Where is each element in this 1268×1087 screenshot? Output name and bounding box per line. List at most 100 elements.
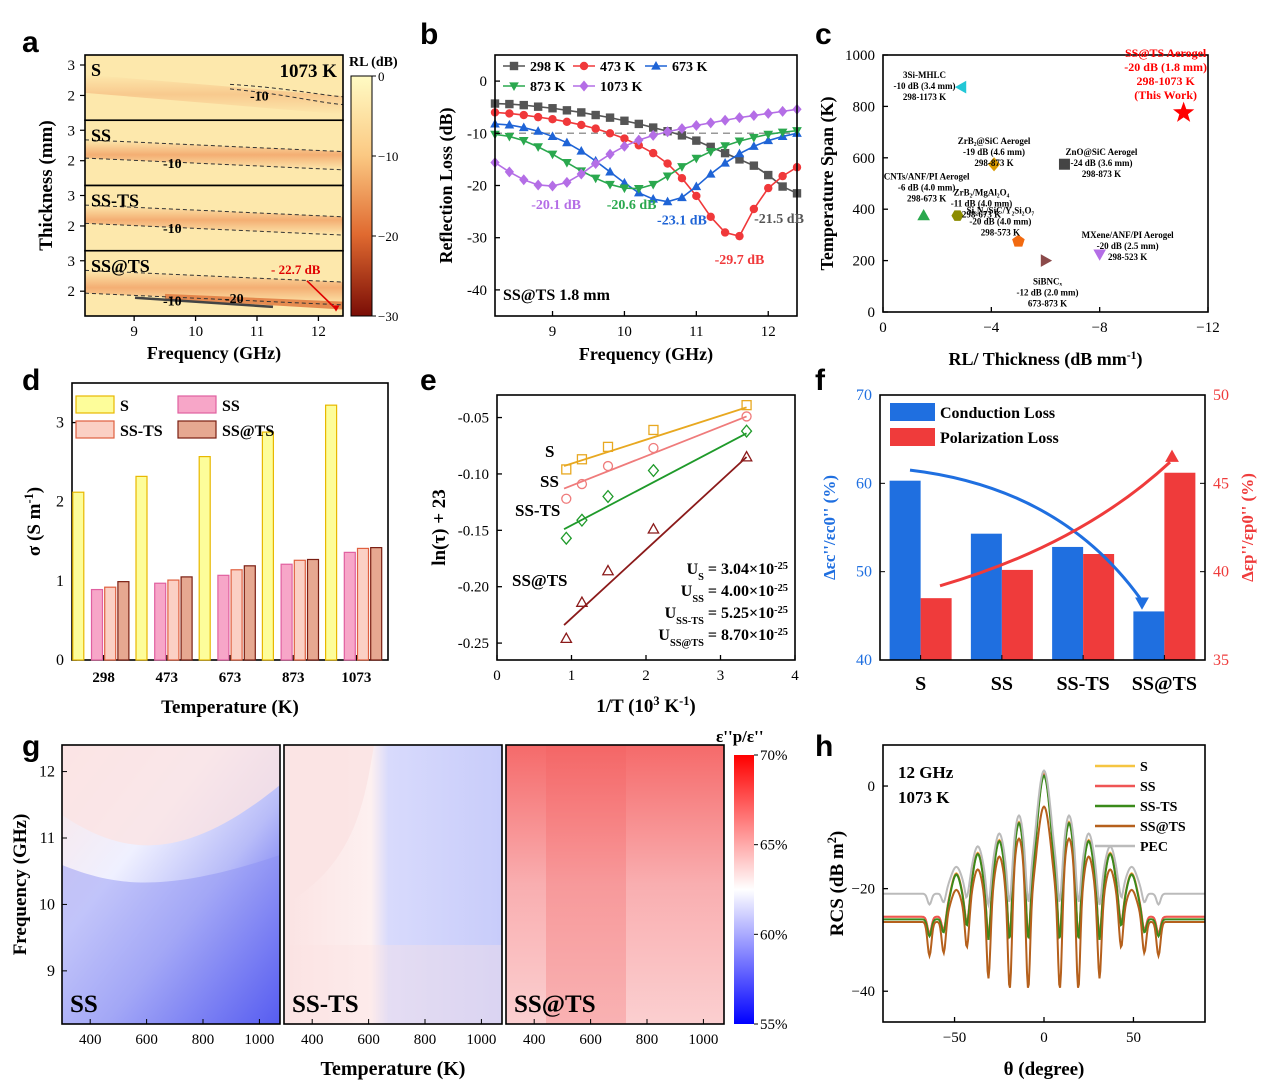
data-point [677,123,687,135]
point-label: ZrB₂@SiC Aerogel [958,136,1031,146]
data-point [576,454,588,465]
y-tick-label: -40 [467,283,487,299]
legend-label: SS@TS [1140,820,1186,835]
peak-label: -20.6 dB [607,198,657,213]
y-tick-label: 0 [480,74,488,90]
legend-label: Conduction Loss [940,405,1055,422]
series-s [561,399,752,475]
text-span: ) [689,696,695,717]
y-tick-label: 800 [853,99,876,115]
data-point [619,184,630,194]
data-point [691,154,702,164]
x-tick-label: 600 [579,1032,602,1048]
x-tick-label: 9 [549,324,557,340]
y-tick-label: 12 [39,764,55,781]
data-point [562,117,572,127]
point-label: 673-873 K [1028,299,1067,309]
y-tick-label: 0 [56,652,64,669]
x-tick-label: 800 [192,1032,215,1048]
data-point [763,108,773,119]
panel-h-rcs: −50 0 50 0 −20 −40 θ (degree) RCS (dB m2) 12 GHz… [825,744,1206,1080]
x-tick-label: 9 [130,324,138,340]
series-label: SS-TS [515,501,560,520]
data-point [917,209,930,221]
text-span: -1 [22,493,36,503]
right-axis-title: Δεp''/εp0'' (%) [1238,473,1257,582]
right-tick-label: 45 [1213,475,1229,492]
panel-a-rl-heatmap: S 1073 K -10 3 2 SS -10 3 2 SS-TS -10 3 2 SS@TS -10 -20… [36,54,398,364]
fit-line [563,456,748,626]
point-label: SiBNCₓ [1033,277,1063,287]
legend-marker [509,61,519,71]
colorbar [734,755,754,1024]
y-tick-label: 2 [68,219,76,235]
data-point [720,228,730,237]
y-tick-label: 2 [56,494,64,511]
x-tick-label: S [915,673,926,695]
subplot-frame [283,744,503,1025]
contour-line [84,204,344,218]
bar-s [135,475,148,661]
legend-label: 298 K [530,60,566,75]
data-point [548,104,557,113]
subplot-ss: SS -10 3 2 [68,119,344,187]
bar-ss-ts [356,547,370,661]
contour-line [229,88,344,106]
legend-marker [651,60,661,70]
point-label: MXene/ANF/PI Aerogel [1082,230,1175,240]
data-point [749,161,759,170]
data-point [575,595,589,607]
data-point [741,411,752,422]
data-point [602,460,614,472]
text-span: = 5.25×10 [704,605,774,622]
data-point [677,173,687,183]
bar-s [325,404,338,661]
text-span: -1 [679,694,689,708]
data-point [705,148,716,157]
y-axis-title: RCS (dB m2) [825,831,848,936]
x-tick-label: 11 [250,324,264,340]
text-span: SS [692,594,704,605]
x-tick-label: 1000 [466,1032,496,1048]
subplot-s: S 1073 K -10 3 2 [68,54,344,122]
panel-letter-d: d [22,364,40,397]
x-tick-label: 0 [493,668,501,684]
legend-label: S [1140,760,1148,775]
data-point [1093,249,1106,261]
arrow-head [1135,597,1149,610]
data-point [561,464,572,475]
data-point [560,631,573,644]
point-label: -20 dB (4.0 mm) [969,216,1031,226]
bar-ss [217,574,230,661]
bar-s [72,491,85,661]
point-label: 298-573 K [981,227,1020,237]
panel-note: 12 GHz [898,763,954,782]
x-axis-title: Frequency (GHz) [147,343,281,364]
x-tick-label: 11 [689,324,703,340]
data-point [518,137,529,146]
absorption-band [85,205,343,236]
bar-ss-ts [230,569,243,661]
y-tick-label: 0 [868,305,876,321]
data-point [749,204,759,214]
colorbar [350,75,373,317]
absorption-band [85,270,343,305]
data-point [619,140,630,152]
legend-label: S [120,398,129,415]
data-point [562,158,572,168]
data-point [648,180,659,190]
bar-ss-ts [293,559,306,661]
y-tick-label: 10 [39,896,55,913]
left-tick-label: 60 [856,475,872,492]
peak-label: -29.7 dB [715,253,765,268]
series-line [494,123,798,203]
legend-label: SS-TS [120,423,163,440]
panel-f-loss-contribution: S SS SS-TS SS@TS4050607035404550Δεc''/εc0''… [820,387,1257,695]
data-point [951,210,964,221]
data-point [763,130,774,140]
y-tick-label: −20 [852,882,875,898]
data-point [764,170,773,180]
point-label: -11 dB (4.0 mm) [951,199,1013,209]
data-point [504,166,515,178]
y-axis-title: Frequency (GHz) [10,814,31,956]
